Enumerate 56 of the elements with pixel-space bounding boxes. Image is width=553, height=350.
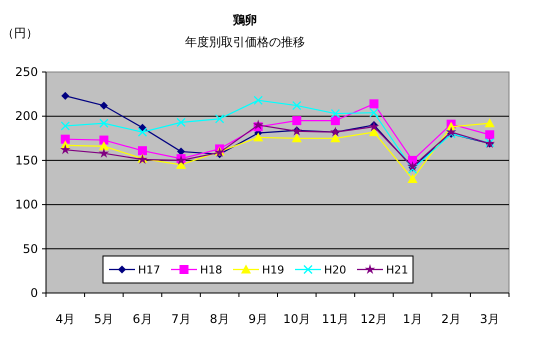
point [368,127,379,136]
point [60,144,71,154]
y-tick-label: 200 [15,109,38,124]
point [60,121,70,131]
point [253,132,264,142]
point [98,148,110,158]
chart-subtitle: 年度別取引価格の推移 [185,35,305,49]
y-tick-label: 150 [15,153,38,168]
point [214,114,224,124]
y-tick-label: 250 [15,65,38,79]
point [60,134,70,144]
point [292,100,302,110]
point [252,120,264,130]
legend-label: H18 [200,264,222,276]
point [369,108,379,118]
point [369,99,378,108]
point [61,92,70,100]
y-axis-title: （円） [2,26,38,40]
point [99,118,109,128]
x-tick-label: 3月 [480,312,500,326]
point [100,102,108,110]
x-tick-label: 10月 [283,312,310,326]
x-tick-label: 7月 [171,312,191,326]
point [330,116,340,126]
x-tick-label: 2月 [441,312,461,326]
point [330,108,340,118]
point [99,136,108,145]
y-tick-label: 0 [30,286,38,300]
legend-label: H19 [262,264,284,276]
y-tick-label: 100 [15,198,38,212]
point [408,174,418,183]
point [98,141,109,150]
point [446,126,456,137]
point [138,146,147,156]
y-tick-label: 50 [22,242,38,256]
x-tick-label: 4月 [55,312,76,326]
point [138,127,148,137]
x-tick-label: 12月 [360,312,388,326]
point [484,118,495,128]
legend-label: H20 [324,264,346,276]
legend-label: H21 [386,264,408,276]
point [485,130,494,140]
point [292,116,302,126]
x-tick-label: 8月 [210,312,230,326]
x-tick-label: 1月 [402,312,422,326]
x-tick-label: 11月 [322,312,350,326]
chart-title: 鶏卵 [232,13,257,27]
x-tick-label: 9月 [248,312,268,326]
point [408,164,418,174]
point [254,96,263,105]
point [330,133,340,142]
x-tick-label: 6月 [132,312,152,326]
x-tick-label: 5月 [94,312,114,326]
point [292,133,302,142]
point [176,118,186,128]
legend-label: H17 [138,264,160,276]
